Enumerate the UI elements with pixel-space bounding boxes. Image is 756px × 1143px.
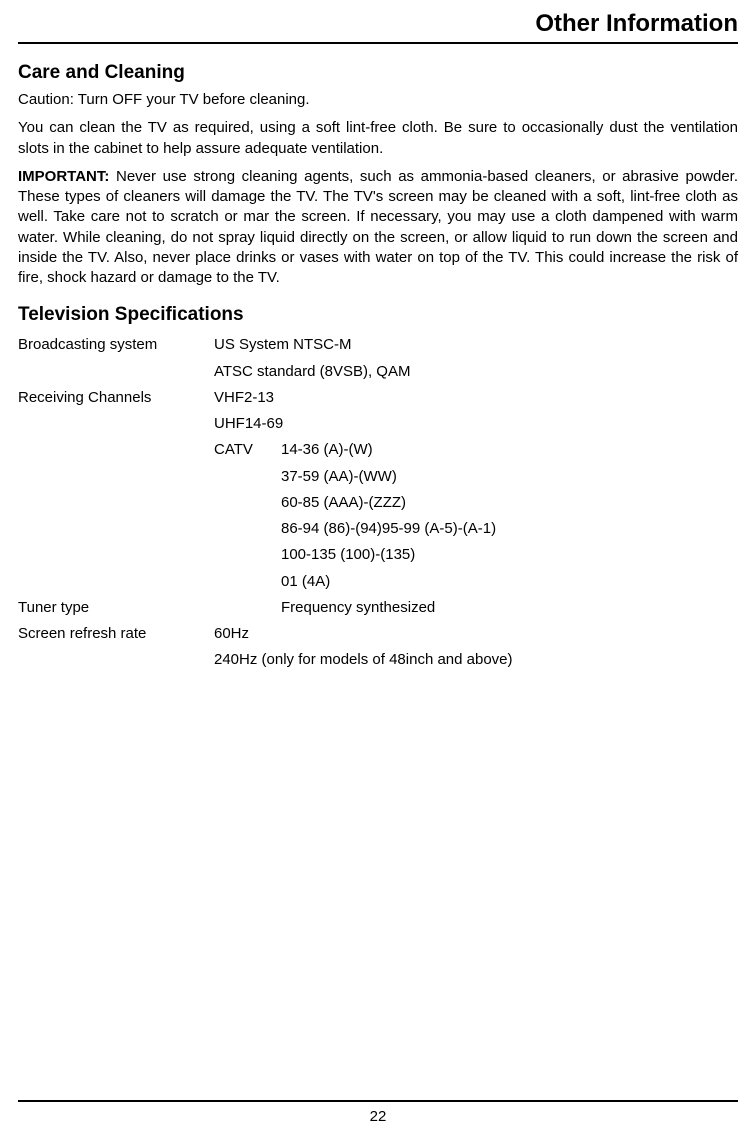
spec-refresh-label: Screen refresh rate [18, 621, 214, 647]
spec-receiving-label: Receiving Channels [18, 385, 214, 411]
important-label: IMPORTANT: [18, 168, 109, 185]
spec-broadcasting-value-2: ATSC standard (8VSB), QAM [18, 359, 738, 385]
important-text: Never use strong cleaning agents, such a… [18, 168, 738, 286]
spec-broadcasting-label: Broadcasting system [18, 332, 214, 358]
care-paragraph-2: You can clean the TV as required, using … [18, 118, 738, 159]
specs-heading: Television Specifications [18, 304, 738, 326]
spec-tuner-label: Tuner type [18, 595, 281, 621]
page-footer: 22 [18, 1100, 738, 1125]
spec-broadcasting-value-1: US System NTSC-M [214, 332, 738, 358]
spec-receiving: Receiving Channels VHF2-13 [18, 385, 738, 411]
spec-tuner-value: Frequency synthesized [281, 595, 435, 621]
spec-refresh-value-2: 240Hz (only for models of 48inch and abo… [18, 647, 738, 673]
title-divider [18, 42, 738, 44]
page-title: Other Information [18, 10, 738, 38]
spec-catv-value-1: 14-36 (A)-(W) [281, 437, 738, 463]
spec-receiving-value-1: VHF2-13 [214, 385, 738, 411]
spec-tuner: Tuner type Frequency synthesized [18, 595, 738, 621]
spec-catv-value-6: 01 (4A) [18, 569, 738, 595]
spec-refresh-value-1: 60Hz [214, 621, 738, 647]
care-paragraph-3: IMPORTANT: Never use strong cleaning age… [18, 167, 738, 289]
spec-catv: CATV 14-36 (A)-(W) [18, 437, 738, 463]
spec-catv-label: CATV [214, 437, 281, 463]
care-paragraph-1: Caution: Turn OFF your TV before cleanin… [18, 90, 738, 110]
spec-refresh: Screen refresh rate 60Hz [18, 621, 738, 647]
spec-catv-value-5: 100-135 (100)-(135) [18, 542, 738, 568]
care-cleaning-heading: Care and Cleaning [18, 62, 738, 84]
spec-catv-value-3: 60-85 (AAA)-(ZZZ) [18, 490, 738, 516]
page-number: 22 [18, 1108, 738, 1125]
footer-divider [18, 1100, 738, 1102]
spec-broadcasting: Broadcasting system US System NTSC-M [18, 332, 738, 358]
spec-catv-value-4: 86-94 (86)-(94)95-99 (A-5)-(A-1) [18, 516, 738, 542]
spec-catv-value-2: 37-59 (AA)-(WW) [18, 464, 738, 490]
spec-receiving-value-2: UHF14-69 [18, 411, 738, 437]
